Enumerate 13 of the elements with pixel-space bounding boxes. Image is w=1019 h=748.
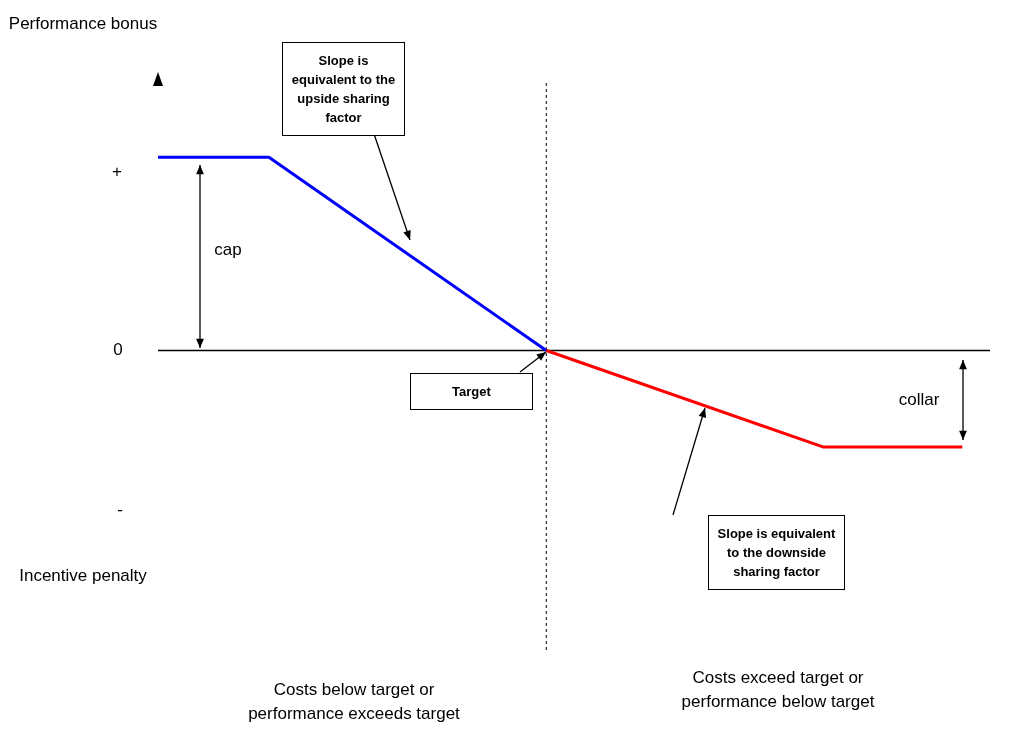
text: Costs exceed target or performance below target <box>681 668 875 711</box>
text: + <box>112 162 122 181</box>
text: Performance bonus <box>8 14 158 33</box>
annotation: cap <box>214 240 242 259</box>
text-box: Slope is equivalent to the downside sharing factor <box>708 515 845 590</box>
text: 0 <box>113 340 123 359</box>
annotation: collar <box>898 390 940 409</box>
annotation: Target <box>452 384 491 399</box>
text: - <box>117 500 123 519</box>
text: Costs below target or performance exceeds target <box>248 680 460 723</box>
text: Incentive penalty <box>19 566 147 585</box>
text-box: Target <box>410 373 533 410</box>
text-box: Slope is equivalent to the upside sharing factor <box>282 42 405 136</box>
